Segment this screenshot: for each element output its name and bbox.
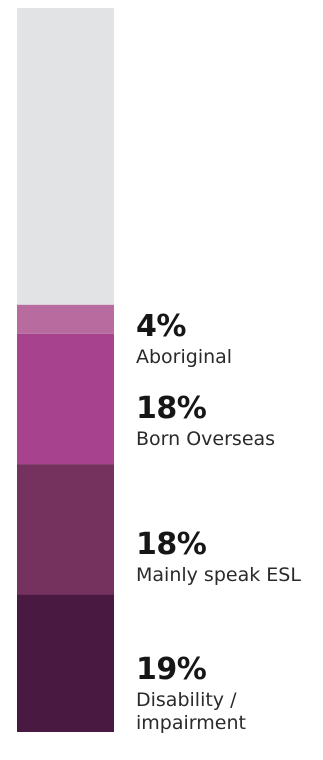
disability-category-label: Disability / impairment xyxy=(136,689,246,734)
esl-category-label: Mainly speak ESL xyxy=(136,564,301,586)
label-mainly-speak-esl: 18% Mainly speak ESL xyxy=(136,530,301,587)
label-disability: 19% Disability / impairment xyxy=(136,655,286,735)
born-overseas-category-label: Born Overseas xyxy=(136,428,276,450)
bar-segment-aboriginal xyxy=(17,304,114,334)
label-born-overseas: 18% Born Overseas xyxy=(136,394,275,451)
aboriginal-category-label: Aboriginal xyxy=(136,346,233,368)
esl-value-label: 18% xyxy=(136,527,207,562)
bar-segment-born-overseas xyxy=(17,333,114,465)
bar-segment-mainly-speak-esl xyxy=(17,464,114,595)
aboriginal-value-label: 4% xyxy=(136,309,186,344)
disability-value-label: 19% xyxy=(136,652,207,687)
born-overseas-value-label: 18% xyxy=(136,391,207,426)
bar-segment-disability-impairment xyxy=(17,594,114,732)
label-aboriginal: 4% Aboriginal xyxy=(136,312,232,369)
